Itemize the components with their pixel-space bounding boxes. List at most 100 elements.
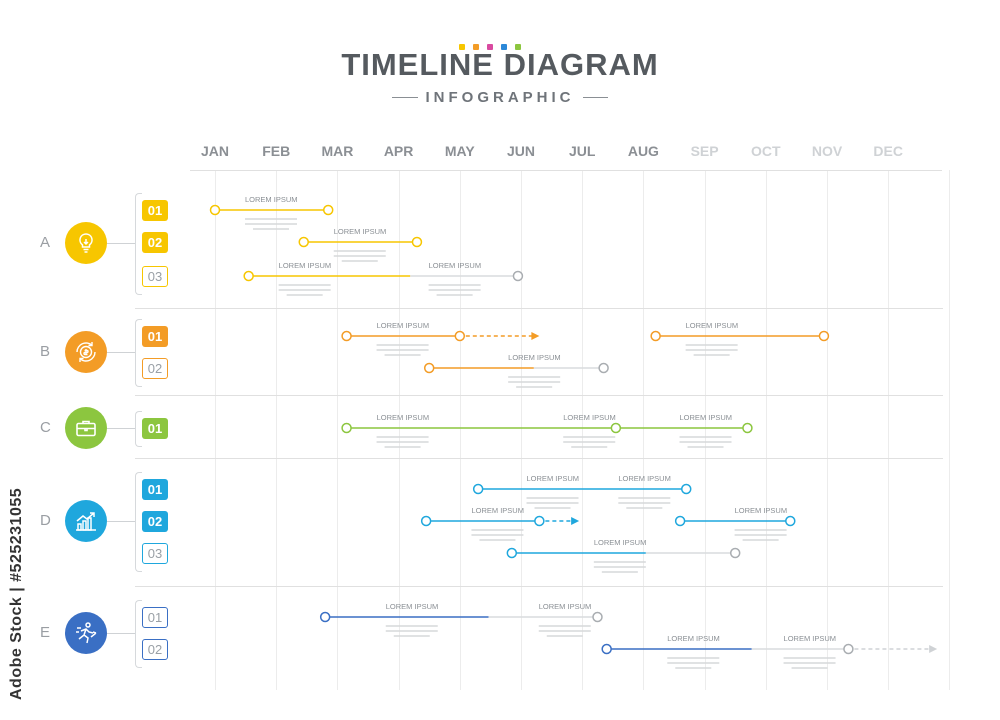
end-dot: [592, 611, 603, 623]
month-label-may: MAY: [444, 143, 475, 159]
task-label: LOREM IPSUM: [735, 506, 788, 515]
group-bracket: [135, 411, 142, 447]
task-description-placeholder: [508, 376, 561, 388]
row-badge-e-02: 02: [142, 639, 168, 660]
dot-orange: [473, 44, 479, 50]
grid-column-line: [460, 170, 461, 690]
arrow-head-icon: [531, 332, 540, 340]
task-label: LOREM IPSUM: [618, 474, 671, 483]
page-title: TIMELINE DIAGRAM: [341, 47, 659, 82]
grid-column-line: [337, 170, 338, 690]
task-label: LOREM IPSUM: [508, 353, 561, 362]
grid-column-line: [705, 170, 706, 690]
month-label-mar: MAR: [321, 143, 354, 159]
task-label: LOREM IPSUM: [594, 538, 647, 547]
task-label: LOREM IPSUM: [539, 602, 592, 611]
task-description-placeholder: [376, 436, 429, 448]
row-badge-b-01: 01: [142, 326, 168, 347]
group-letter-c: C: [40, 419, 51, 436]
milestone-dot: [610, 422, 622, 434]
month-label-aug: AUG: [627, 143, 659, 159]
start-dot: [298, 236, 309, 248]
task-description-placeholder: [593, 561, 646, 573]
group-separator: [135, 586, 943, 587]
task-description-placeholder: [685, 344, 738, 356]
start-dot: [423, 362, 435, 374]
group-connector-line: [107, 633, 135, 634]
end-dot: [729, 547, 741, 559]
month-label-oct: OCT: [751, 143, 781, 159]
month-label-jan: JAN: [200, 143, 229, 159]
page-subtitle: INFOGRAPHIC: [425, 88, 575, 106]
group-bracket: [135, 472, 142, 572]
month-label-jun: JUN: [506, 143, 535, 159]
runner-icon: [65, 612, 107, 654]
header-color-dots: [455, 37, 545, 50]
group-connector-line: [107, 428, 135, 429]
grid-column-line: [582, 170, 583, 690]
grid-column-line: [215, 170, 216, 690]
stock-watermark: Adobe Stock | #525231055: [8, 487, 25, 700]
row-badge-a-02: 02: [142, 232, 168, 253]
briefcase-icon: [65, 407, 107, 449]
start-dot: [650, 330, 661, 342]
end-dot: [680, 483, 692, 495]
subtitle-row: INFOGRAPHIC: [392, 87, 608, 107]
grid-column-line: [399, 170, 400, 690]
end-dot: [785, 515, 796, 527]
grid-column-line: [888, 170, 889, 690]
group-connector-line: [107, 352, 135, 353]
month-label-dec: DEC: [873, 143, 903, 159]
start-dot: [341, 330, 352, 342]
start-dot: [674, 515, 686, 527]
group-connector-line: [107, 243, 135, 244]
group-letter-e: E: [40, 624, 51, 641]
header-separator: [190, 170, 942, 171]
row-badge-c-01: 01: [142, 418, 168, 439]
task-description-placeholder: [245, 218, 297, 230]
group-separator: [135, 308, 943, 309]
start-dot: [472, 483, 484, 495]
task-label: LOREM IPSUM: [334, 227, 387, 236]
grid-column-line: [643, 170, 644, 690]
grid-column-line: [276, 170, 277, 690]
row-badge-d-02: 02: [142, 511, 168, 532]
task-description-placeholder: [333, 250, 386, 262]
month-label-feb: FEB: [262, 143, 291, 159]
dot-yellow: [459, 44, 465, 50]
group-separator: [135, 458, 943, 459]
task-description-placeholder: [618, 497, 671, 509]
task-description-placeholder: [526, 497, 579, 509]
task-label: LOREM IPSUM: [245, 195, 298, 204]
end-dot: [411, 236, 423, 248]
group-bracket: [135, 193, 142, 295]
task-description-placeholder: [385, 625, 438, 637]
group-connector-line: [107, 521, 135, 522]
group-letter-b: B: [40, 343, 51, 360]
start-dot: [319, 611, 331, 623]
task-label: LOREM IPSUM: [279, 261, 332, 270]
subtitle-rule-right: [582, 96, 608, 98]
grid-column-line: [827, 170, 828, 690]
group-bracket: [135, 600, 142, 668]
task-label: LOREM IPSUM: [386, 602, 439, 611]
task-label: LOREM IPSUM: [429, 261, 482, 270]
grid-column-line: [949, 170, 950, 690]
group-letter-a: A: [40, 234, 51, 251]
task-description-placeholder: [734, 529, 787, 541]
task-label: LOREM IPSUM: [527, 474, 580, 483]
row-badge-b-02: 02: [142, 358, 168, 379]
task-label: LOREM IPSUM: [377, 321, 430, 330]
row-badge-e-01: 01: [142, 607, 168, 628]
lightbulb-icon: [65, 222, 107, 264]
task-description-placeholder: [667, 657, 720, 669]
dot-green: [515, 44, 521, 50]
task-label: LOREM IPSUM: [377, 413, 430, 422]
task-description-placeholder: [428, 284, 481, 296]
month-label-apr: APR: [383, 143, 414, 159]
start-dot: [243, 270, 254, 282]
task-label: LOREM IPSUM: [667, 634, 720, 643]
task-label: LOREM IPSUM: [563, 413, 616, 422]
task-description-placeholder: [376, 344, 429, 356]
row-badge-a-01: 01: [142, 200, 168, 221]
